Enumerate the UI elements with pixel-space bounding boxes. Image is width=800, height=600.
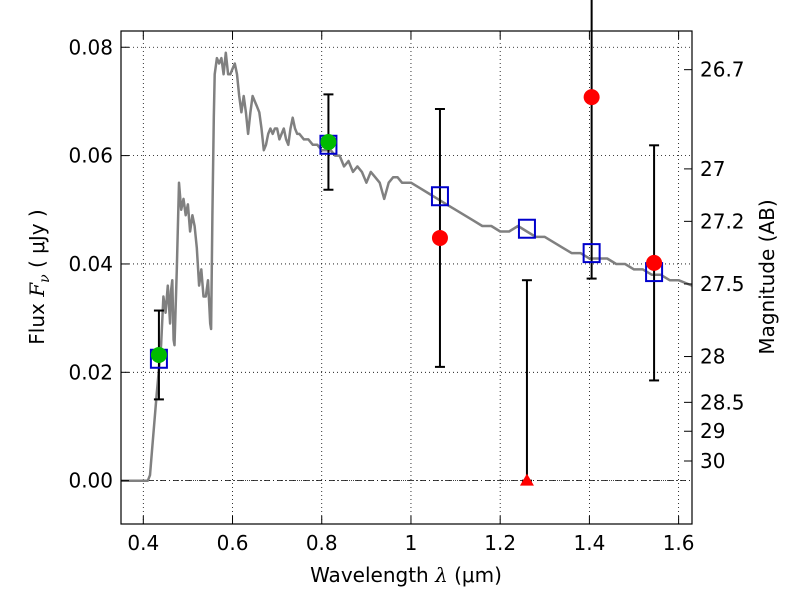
- y2-axis-label: Magnitude (AB): [755, 199, 779, 354]
- y2-tick-label: 28.5: [700, 390, 745, 414]
- model-band-square: [582, 243, 601, 264]
- y2-tick-label: 27.5: [700, 272, 745, 296]
- x-tick-label: 1: [405, 531, 418, 555]
- x-axis-label: Wavelength λ (μm): [310, 563, 502, 587]
- y2-tick-label: 27.2: [700, 209, 745, 233]
- y-tick-label: 0.04: [68, 252, 113, 276]
- detection-green-point: [320, 134, 337, 151]
- data-series: [121, 0, 693, 486]
- y2-tick-label: 28: [700, 345, 725, 369]
- y2-tick-label: 27: [700, 157, 725, 181]
- x-tick-label: 0.4: [127, 531, 159, 555]
- detection-green-point: [150, 346, 167, 363]
- y2-tick-label: 26.7: [700, 58, 745, 82]
- y2-tick-label: 29: [700, 419, 725, 443]
- model-band-square: [517, 218, 536, 239]
- x-tick-label: 0.6: [217, 531, 249, 555]
- plot-background: [121, 31, 692, 524]
- y-tick-label: 0.08: [68, 35, 113, 59]
- detection-red-point: [646, 254, 663, 271]
- y-axis-label: Flux Fν ( μJy ): [25, 209, 53, 344]
- upper-limit-triangle: [519, 473, 534, 486]
- plot-frame: [120, 30, 693, 525]
- x-tick-label: 1.4: [573, 531, 605, 555]
- x-tick-label: 1.2: [484, 531, 516, 555]
- axis-ticks: 0.4 0.6 0.8 1 1.2 1.4 1.6 0.00 0.02 0.04 0.06 0.08 2…: [68, 31, 745, 555]
- x-tick-label: 1.6: [663, 531, 695, 555]
- y2-tick-label: 30: [700, 449, 725, 473]
- model-spectrum-line: [121, 51, 693, 482]
- model-band-square: [430, 186, 449, 207]
- x-tick-label: 0.8: [306, 531, 338, 555]
- y-tick-label: 0.02: [68, 360, 113, 384]
- detection-red-point: [583, 89, 600, 106]
- detection-red-point: [431, 229, 448, 246]
- y-tick-label: 0.00: [68, 469, 113, 493]
- y-tick-label: 0.06: [68, 144, 113, 168]
